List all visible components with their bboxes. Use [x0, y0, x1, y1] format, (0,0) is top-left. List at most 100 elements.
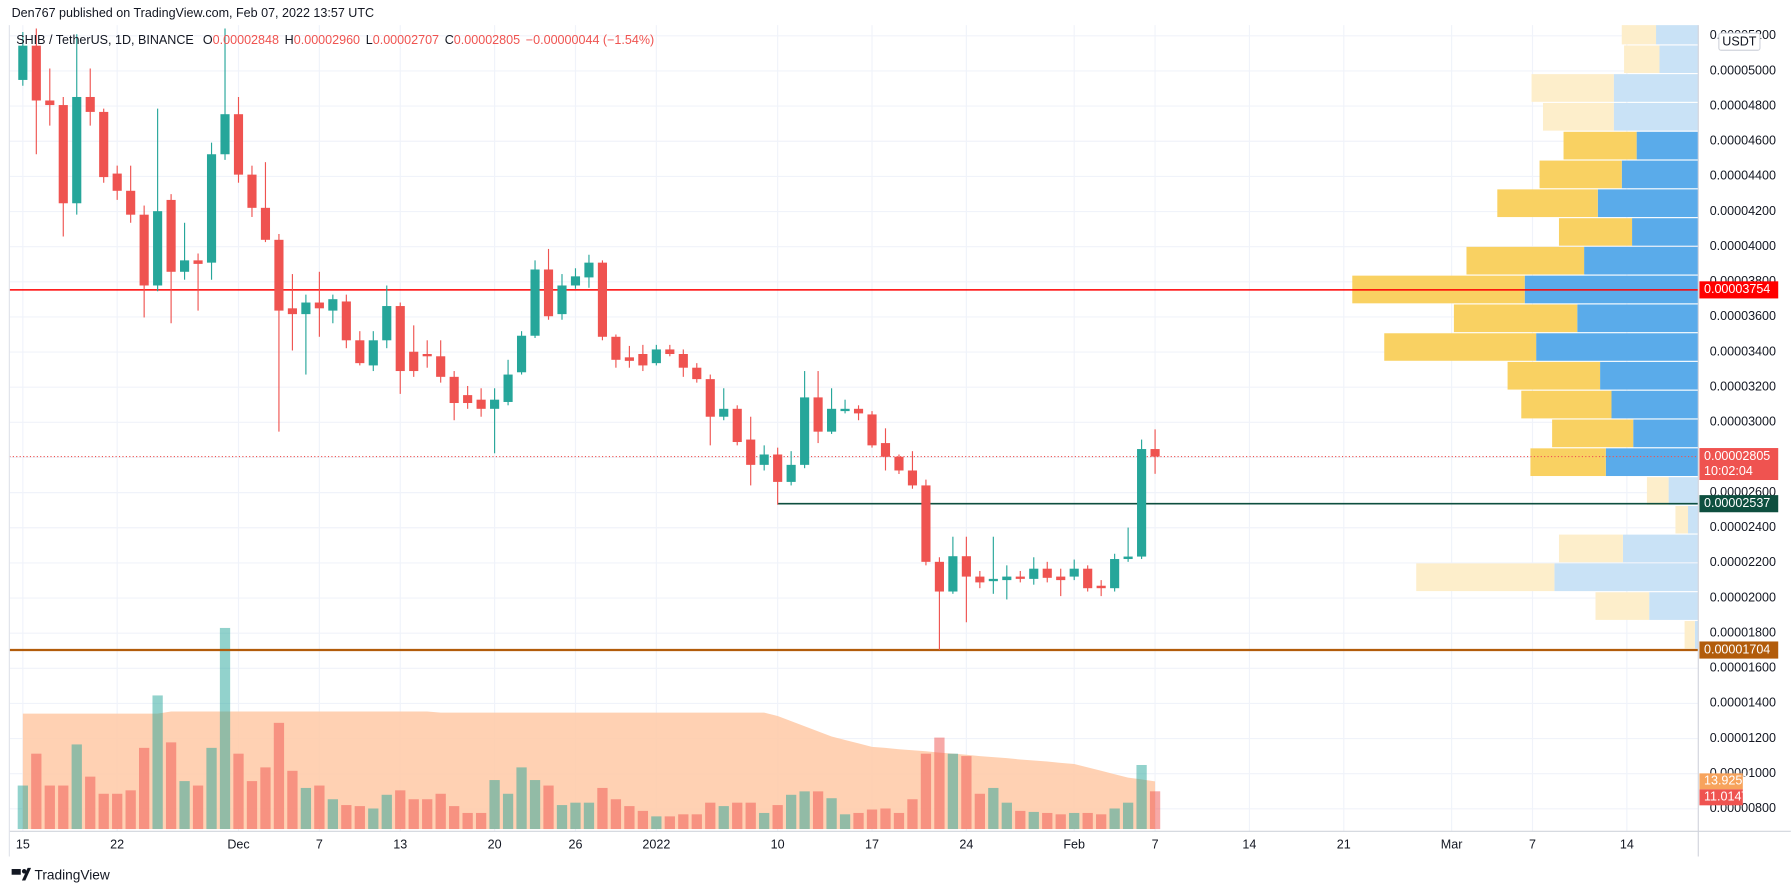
volume-bar	[988, 787, 999, 830]
volume-bar	[772, 805, 783, 830]
candle-body	[139, 214, 149, 286]
volume-bar	[354, 806, 365, 830]
candle-body	[773, 454, 783, 482]
volume-bar	[1001, 802, 1012, 830]
profile-down	[1552, 419, 1634, 448]
x-tick-label: 14	[1242, 837, 1256, 851]
volume-bar	[341, 805, 352, 830]
volume-bar	[947, 753, 959, 830]
candle-body	[436, 356, 446, 377]
candle-body	[355, 340, 365, 364]
volume-bar	[543, 785, 554, 830]
volume-bar	[287, 770, 298, 830]
volume-bar	[664, 816, 675, 830]
candle-body	[328, 299, 338, 311]
candle-body	[1150, 449, 1160, 457]
y-tick-label: 0.00003400	[1710, 344, 1776, 358]
candle-body	[840, 408, 850, 412]
volume-bar	[206, 747, 217, 830]
volume-profile	[1352, 25, 1699, 649]
y-tick-label: 0.00004400	[1710, 169, 1776, 183]
candle-body	[678, 354, 688, 368]
profile-up	[1613, 74, 1699, 102]
volume-bar	[799, 791, 810, 830]
candle-body	[233, 114, 244, 175]
volume-bar	[1069, 812, 1080, 830]
candle-body	[126, 190, 136, 215]
footer-brand: TradingView	[34, 867, 109, 882]
candle-body	[72, 96, 82, 204]
y-tick-label: 0.00003000	[1710, 415, 1776, 429]
volume-bar	[1028, 811, 1039, 830]
volume-bar	[327, 799, 338, 830]
candle-body	[1096, 585, 1106, 589]
profile-down	[1558, 218, 1633, 246]
profile-down	[1684, 621, 1695, 649]
x-tick-label: Dec	[227, 837, 249, 851]
candle-body	[180, 260, 190, 272]
profile-down	[1531, 74, 1614, 102]
profile-up	[1632, 218, 1699, 246]
x-tick-label: Mar	[1441, 837, 1463, 851]
candle-body	[988, 578, 998, 582]
byline: Den767 published on TradingView.com, Feb…	[12, 6, 374, 20]
profile-down	[1530, 448, 1606, 477]
candle-body	[516, 335, 527, 373]
profile-down	[1558, 534, 1623, 563]
volume-bar	[300, 787, 312, 830]
ohlc-value: 0.00002960	[294, 33, 360, 47]
x-tick-label: 17	[865, 837, 879, 851]
volume-bar	[651, 816, 662, 830]
x-tick-label: 14	[1620, 837, 1634, 851]
volume-bar	[826, 798, 837, 830]
volume-bar	[435, 793, 446, 830]
candle-body	[1110, 559, 1120, 589]
volume-bar	[246, 781, 258, 830]
volume-bar	[1122, 802, 1134, 830]
profile-down	[1521, 390, 1612, 419]
candle-body	[705, 379, 715, 417]
volume-bar	[192, 785, 204, 830]
y-tick-label: 0.00001600	[1710, 661, 1776, 675]
y-tick-label: 0.00004800	[1710, 98, 1776, 112]
candle-body	[31, 45, 41, 101]
candle-body	[961, 556, 971, 577]
profile-down	[1539, 160, 1622, 189]
profile-up	[1584, 246, 1699, 275]
footer-logo	[11, 867, 32, 881]
price-lines	[9, 289, 1699, 652]
candle-body	[651, 349, 661, 364]
candle-body	[247, 174, 257, 208]
profile-up	[1613, 102, 1699, 131]
volume-bar	[920, 753, 932, 830]
volume-bar	[71, 744, 82, 830]
volume-bar	[233, 753, 244, 830]
volume-bar	[880, 808, 891, 830]
profile-up	[1622, 534, 1699, 563]
profile-up	[1656, 25, 1699, 45]
candle-body	[1029, 568, 1039, 579]
profile-down	[1624, 45, 1660, 73]
volume-bar	[31, 753, 42, 830]
y-tick-label: 0.00005000	[1710, 63, 1776, 77]
candle-body	[948, 556, 958, 592]
candle-body	[503, 374, 513, 402]
price-line-label-bg	[1699, 641, 1779, 659]
candle-body	[153, 211, 163, 286]
y-tick-label: 0.00002200	[1710, 555, 1776, 569]
candle-body	[490, 399, 500, 409]
currency-badge: USDT	[1722, 35, 1756, 49]
volume-bar	[260, 767, 271, 830]
profile-down	[1384, 333, 1537, 361]
profile-down	[1542, 102, 1614, 131]
volume-ma-label-bg	[1699, 773, 1743, 790]
symbol: SHIB / TetherUS, 1D, BINANCE	[16, 33, 194, 47]
x-tick-label: 15	[16, 837, 30, 851]
volume-bar	[165, 742, 177, 830]
volume-bar	[219, 627, 231, 830]
candle-body	[206, 154, 217, 263]
volume-bar	[1096, 814, 1107, 830]
profile-up	[1600, 361, 1699, 390]
candle-body	[1123, 556, 1133, 560]
